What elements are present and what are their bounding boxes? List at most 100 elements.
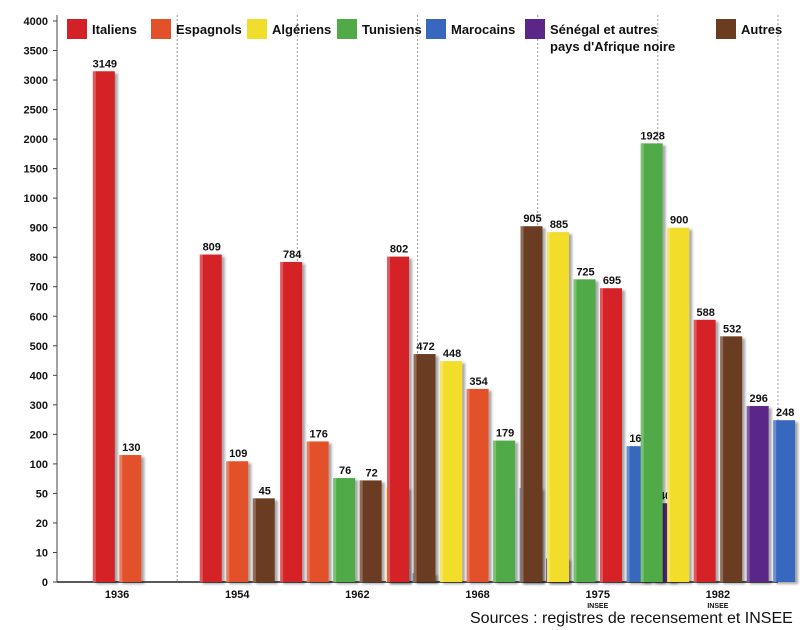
data-label: 179 [496,428,514,440]
bar-highlight [547,232,550,582]
bar-highlight [640,143,644,582]
bar-highlight [413,354,417,582]
bar-highlight [440,361,444,582]
data-label: 885 [550,219,568,231]
bar-highlight [280,261,284,582]
legend-swatch [247,19,267,39]
bar [413,354,436,582]
data-label: 248 [776,407,794,419]
x-axis: 1936 1954 1962 1968 1975 INSEE 1982 INSEE [105,589,730,610]
bar-highlight [493,440,497,582]
bar [493,440,516,582]
y-tick-label: 0 [42,577,48,589]
bar-highlight [226,461,230,582]
bar [640,143,663,582]
y-tick-label: 1500 [24,164,48,176]
bar [226,461,249,582]
bar [773,420,796,582]
data-label: 76 [339,465,351,477]
y-tick-label: 3500 [24,46,48,58]
legend-swatch [426,19,446,39]
y-axis: 0 10 20 50 100 200 300 400 500 600 700 800 900 1000 15… [24,16,57,589]
bar [520,226,543,583]
y-tick-label: 1000 [24,193,48,205]
y-tick-label: 100 [30,459,48,471]
bar-highlight [573,279,577,582]
bar-highlight [773,420,777,582]
data-label: 905 [523,213,541,225]
y-tick-label: 50 [36,488,48,500]
y-tick-label: 200 [30,429,48,441]
data-label: 725 [576,266,594,278]
legend-swatch [716,19,736,39]
x-tick-label: 1954 [225,589,250,601]
bar-highlight [466,388,470,582]
legend-swatch [67,19,87,39]
data-label: 900 [670,215,688,227]
legend-swatch [151,19,171,39]
bar [92,71,115,583]
bar [693,319,716,582]
y-tick-label: 10 [36,547,48,559]
y-tick-label: 500 [30,341,48,353]
bar [466,388,489,582]
bar [440,361,463,582]
x-tick-label: 1968 [465,589,489,601]
data-label: 296 [749,393,767,405]
bar [306,441,329,582]
x-tick-note: INSEE [587,603,608,610]
legend-label: Sénégal et autres [550,22,658,37]
bar-highlight [693,319,697,582]
data-label: 448 [443,348,461,360]
y-tick-label: 900 [30,223,48,235]
x-tick-note: INSEE [707,603,728,610]
data-label: 784 [283,249,302,261]
bar-highlight [92,71,96,583]
data-label: 802 [390,244,408,256]
bars: 3149130809109457841767672603802472448354… [92,58,796,583]
y-tick-label: 300 [30,400,48,412]
y-tick-label: 2000 [24,134,48,146]
data-label: 109 [229,448,247,460]
x-tick-label: 1975 [586,589,610,601]
x-tick-label: 1962 [345,589,369,601]
data-label: 3149 [93,58,117,70]
y-tick-label: 3000 [24,75,48,87]
data-label: 532 [723,323,741,335]
bar-highlight [600,288,603,582]
bar-highlight [252,498,256,582]
legend-label: Italiens [92,22,137,37]
y-tick-label: 20 [36,518,48,530]
x-tick-label: 1982 [706,589,730,601]
bar [667,227,690,582]
bar-highlight [520,226,524,583]
legend-label: pays d'Afrique noire [550,39,675,54]
bar-highlight [720,336,724,582]
bar [547,232,569,582]
bar [746,406,769,582]
bar [252,498,275,582]
bar [280,261,303,582]
legend-swatch [525,19,545,39]
bar-highlight [667,227,671,582]
bar [333,478,356,582]
y-tick-label: 400 [30,370,48,382]
y-tick-label: 2500 [24,105,48,117]
legend-label: Espagnols [176,22,242,37]
legend-label: Autres [741,22,782,37]
y-tick-label: 600 [30,311,48,323]
data-label: 472 [416,341,434,353]
bar [600,288,622,582]
bar-highlight [359,480,363,582]
immigration-bar-chart: 0 10 20 50 100 200 300 400 500 600 700 800 900 1000 15… [24,15,796,610]
y-tick-label: 800 [30,252,48,264]
bar [359,480,382,582]
data-label: 45 [259,485,271,497]
legend: Italiens Espagnols Algériens Tunisiens Maroc… [67,19,782,54]
data-label: 72 [366,467,378,479]
bar-highlight [387,256,391,582]
data-label: 130 [122,442,140,454]
bar-highlight [746,406,750,582]
y-tick-label: 4000 [24,16,48,28]
legend-swatch [337,19,357,39]
